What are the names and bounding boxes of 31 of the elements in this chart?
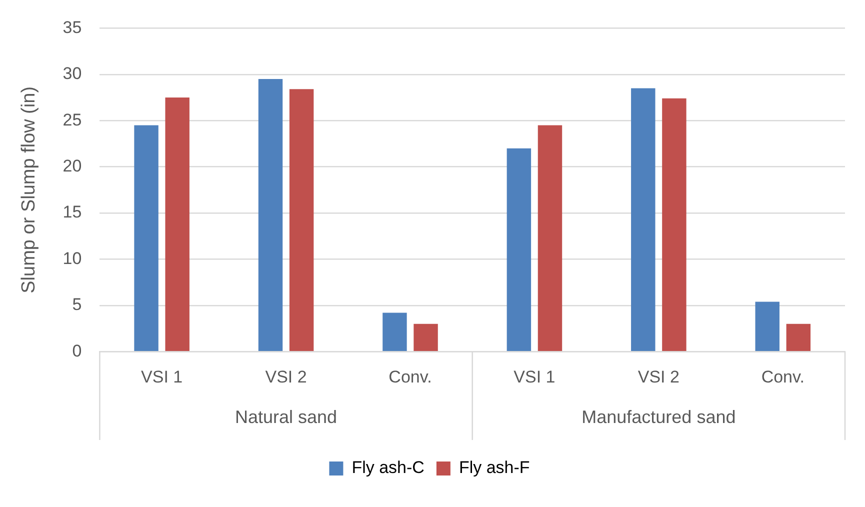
bar (786, 324, 811, 351)
bar (631, 88, 656, 351)
y-axis-title: Slump or Slump flow (in) (18, 86, 40, 294)
text: Manufactured sand (582, 406, 736, 427)
x-tick-label: VSI 2 (638, 367, 680, 386)
bar (258, 79, 283, 351)
y-tick-label: 15 (62, 202, 82, 222)
bar (414, 324, 438, 351)
bar (538, 125, 562, 351)
bar (755, 302, 780, 351)
y-tick-label: 5 (72, 295, 82, 314)
text: Natural sand (235, 406, 338, 427)
bar (289, 89, 314, 351)
y-tick-label: 10 (62, 248, 82, 268)
y-tick-label: 20 (62, 156, 82, 176)
bar (134, 125, 158, 351)
x-tick-label: VSI 2 (265, 367, 307, 386)
x-tick-label: VSI 1 (141, 367, 183, 386)
y-tick-label: 25 (62, 110, 82, 130)
y-tick-label: 35 (62, 18, 82, 37)
bar (662, 98, 686, 351)
bar (165, 98, 190, 351)
legend-label: Fly ash-F (458, 458, 530, 478)
x-tick-label: VSI 1 (514, 367, 556, 386)
bar (506, 148, 532, 351)
legend-label: Fly ash-C (352, 458, 424, 478)
x-tick-label: Conv. (388, 367, 432, 386)
x-tick-label: Conv. (761, 367, 804, 386)
bar (382, 312, 407, 351)
y-tick-label: 30 (62, 64, 82, 84)
y-tick-label: 0 (72, 341, 82, 360)
